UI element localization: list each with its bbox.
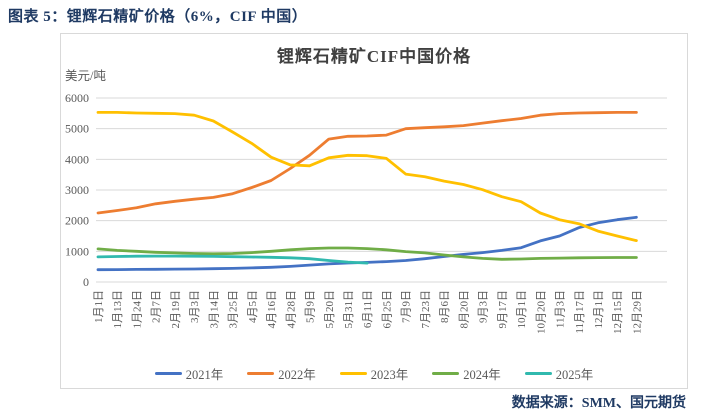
x-tick-label: 5月9日: [305, 290, 317, 323]
legend-item-2022年: 2022年: [247, 364, 316, 383]
x-tick-label: 5月31日: [343, 290, 355, 329]
x-tick-label: 9月17日: [497, 290, 509, 329]
legend-label: 2021年: [185, 368, 224, 382]
x-tick-label: 2月7日: [151, 290, 163, 323]
legend-item-2023年: 2023年: [339, 364, 409, 383]
x-tick-label: 4月16日: [266, 290, 278, 329]
chart-legend: 2021年 2022年 2023年 2024年 2025年: [61, 364, 687, 383]
chart-card: 锂辉石精矿CIF中国价格 美元/吨 0 1000 2000 3000 4000 5000 6…: [60, 33, 688, 389]
x-tick-label: 7月9日: [401, 290, 413, 323]
chart-canvas: 0 1000 2000 3000 4000 5000 6000 1月1日 1月13日 1月24日 2…: [65, 91, 667, 334]
legend-item-2021年: 2021年: [154, 364, 224, 383]
series-line-2024年: [96, 246, 638, 261]
x-tick-label: 5月20日: [324, 290, 336, 329]
figure-caption: 图表 5：锂辉石精矿价格（6%，CIF 中国）: [8, 9, 308, 25]
x-tick-label: 11月17日: [574, 290, 586, 334]
x-tick-label: 6月11日: [362, 290, 374, 328]
x-tick-label: 4月28日: [285, 290, 297, 329]
legend-swatch: [432, 371, 460, 376]
x-tick-label: 12月15日: [612, 290, 624, 334]
x-tick-label: 3月14日: [208, 290, 220, 329]
legend-label: 2022年: [278, 368, 316, 382]
x-tick-label: 1月13日: [112, 290, 124, 329]
x-tick-label: 7月23日: [420, 290, 432, 329]
x-tick-label: 4月5日: [247, 290, 259, 323]
x-tick-label: 2月19日: [170, 290, 182, 329]
x-tick-label: 1月24日: [131, 290, 143, 329]
x-tick-label: 10月1日: [516, 290, 528, 329]
y-tick-label: 2000: [65, 214, 89, 228]
y-tick-label: 0: [83, 275, 89, 289]
x-tick-label: 3月3日: [189, 290, 201, 323]
x-tick-label: 12月1日: [593, 290, 605, 329]
x-tick-label: 1月1日: [93, 290, 105, 323]
series-line-2023年: [96, 111, 638, 243]
y-axis-unit-label: 美元/吨: [65, 69, 106, 83]
chart-title: 锂辉石精矿CIF中国价格: [276, 47, 472, 66]
y-tick-label: 3000: [65, 183, 89, 197]
legend-label: 2023年: [370, 368, 409, 382]
legend-item-2025年: 2025年: [524, 364, 594, 383]
legend-swatch: [524, 371, 552, 376]
y-tick-label: 1000: [65, 244, 89, 258]
data-source-note: 数据来源：SMM、国元期货: [511, 396, 686, 411]
x-tick-label: 6月25日: [381, 290, 393, 329]
legend-swatch: [339, 371, 367, 376]
x-tick-label: 8月20日: [458, 290, 470, 329]
y-tick-label: 6000: [65, 91, 89, 105]
y-tick-label: 4000: [65, 152, 89, 166]
legend-label: 2025年: [555, 368, 594, 382]
legend-label: 2024年: [463, 368, 501, 382]
x-tick-label: 3月25日: [228, 290, 240, 329]
series-line-2022年: [96, 111, 638, 215]
legend-item-2024年: 2024年: [432, 364, 501, 383]
series-line-2025年: [96, 254, 369, 265]
x-tick-label: 10月20日: [535, 290, 547, 334]
x-tick-label: 11月3日: [555, 290, 567, 328]
x-tick-label: 12月29日: [631, 290, 643, 334]
x-tick-label: 9月3日: [478, 290, 490, 323]
x-tick-label: 8月6日: [439, 290, 451, 323]
legend-swatch: [247, 371, 275, 376]
y-tick-label: 5000: [65, 122, 89, 136]
legend-swatch: [154, 371, 182, 376]
